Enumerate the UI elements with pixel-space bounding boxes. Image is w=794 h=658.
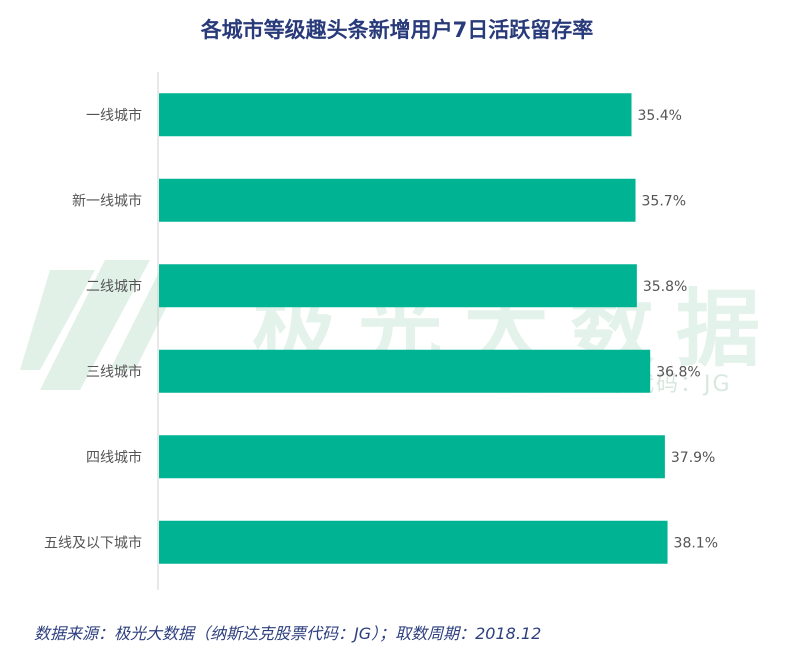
category-label-2: 二线城市 bbox=[86, 278, 142, 295]
bar-5 bbox=[159, 520, 668, 564]
value-label-5: 38.1% bbox=[674, 535, 718, 551]
value-label-3: 36.8% bbox=[656, 364, 700, 380]
bar-2 bbox=[159, 264, 637, 308]
category-label-1: 新一线城市 bbox=[72, 192, 142, 209]
source-note: 数据来源：极光大数据（纳斯达克股票代码：JG）；取数周期：2018.12 bbox=[34, 624, 542, 643]
value-label-1: 35.7% bbox=[642, 193, 686, 209]
category-label-5: 五线及以下城市 bbox=[44, 534, 142, 551]
bar-0 bbox=[159, 93, 632, 137]
category-label-4: 四线城市 bbox=[86, 449, 142, 466]
chart-title: 各城市等级趣头条新增用户7日活跃留存率 bbox=[200, 18, 594, 42]
bar-1 bbox=[159, 178, 636, 222]
bar-4 bbox=[159, 435, 665, 479]
category-label-0: 一线城市 bbox=[86, 107, 142, 124]
value-label-2: 35.8% bbox=[643, 279, 687, 295]
category-label-3: 三线城市 bbox=[86, 363, 142, 380]
value-label-4: 37.9% bbox=[671, 450, 715, 466]
value-label-0: 35.4% bbox=[638, 108, 682, 124]
bar-3 bbox=[159, 349, 651, 393]
